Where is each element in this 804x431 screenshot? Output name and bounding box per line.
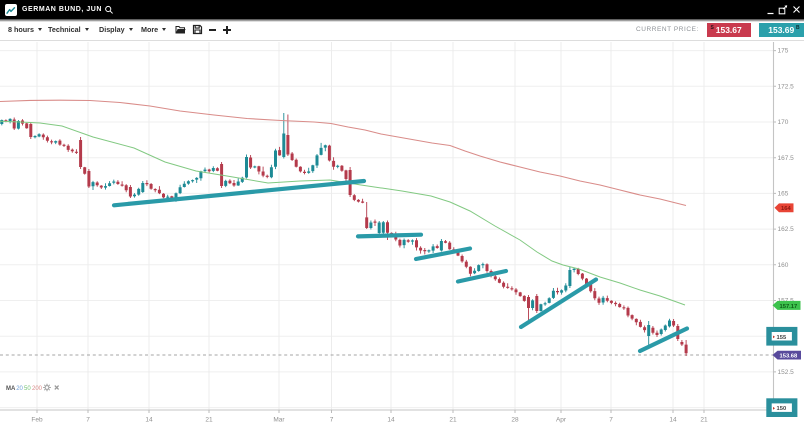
svg-text:7: 7 xyxy=(330,417,334,424)
svg-text:167.5: 167.5 xyxy=(778,155,795,162)
svg-text:172.5: 172.5 xyxy=(778,83,795,90)
svg-text:28: 28 xyxy=(511,417,519,424)
svg-text:164: 164 xyxy=(781,206,791,212)
svg-text:14: 14 xyxy=(669,417,677,424)
svg-text:7: 7 xyxy=(86,417,90,424)
svg-text:Feb: Feb xyxy=(31,417,43,424)
svg-text:Apr: Apr xyxy=(556,417,567,424)
svg-text:14: 14 xyxy=(145,417,153,424)
svg-text:157.17: 157.17 xyxy=(780,304,798,310)
svg-text:Mar: Mar xyxy=(273,417,285,424)
svg-text:170: 170 xyxy=(778,119,789,126)
svg-text:21: 21 xyxy=(449,417,457,424)
svg-text:21: 21 xyxy=(205,417,213,424)
svg-text:155: 155 xyxy=(777,335,787,341)
svg-text:200: 200 xyxy=(32,386,43,392)
svg-text:153.68: 153.68 xyxy=(780,354,799,360)
svg-text:7: 7 xyxy=(609,417,613,424)
svg-text:14: 14 xyxy=(387,417,395,424)
svg-text:150: 150 xyxy=(777,406,787,412)
svg-text:MA: MA xyxy=(6,386,16,392)
svg-text:165: 165 xyxy=(778,191,789,198)
svg-text:152.5: 152.5 xyxy=(778,369,795,376)
svg-text:162.5: 162.5 xyxy=(778,226,795,233)
svg-text:20: 20 xyxy=(16,386,23,392)
svg-text:175: 175 xyxy=(778,48,789,55)
svg-text:50: 50 xyxy=(24,386,31,392)
svg-text:21: 21 xyxy=(700,417,708,424)
svg-text:160: 160 xyxy=(778,262,789,269)
